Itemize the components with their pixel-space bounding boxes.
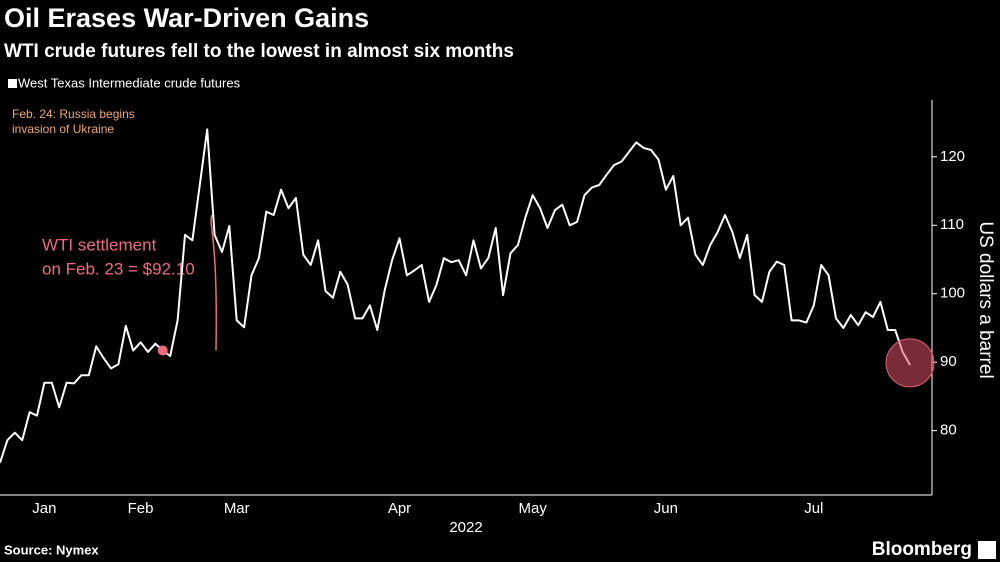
y-axis-label: US dollars a barrel <box>975 221 996 378</box>
y-tick-label: 120 <box>940 148 965 165</box>
x-tick-label: May <box>519 500 548 517</box>
chart-subtitle: WTI crude futures fell to the lowest in … <box>4 41 514 62</box>
y-tick-label: 110 <box>940 216 964 233</box>
y-tick-label: 100 <box>940 285 965 302</box>
highlight-dot <box>157 345 168 356</box>
legend-label: West Texas Intermediate crude futures <box>18 75 241 90</box>
source: Source: Nymex <box>4 542 99 557</box>
brand-icon <box>978 541 996 559</box>
annotation-arrow <box>210 214 218 351</box>
line <box>0 128 911 464</box>
x-tick-label: Jun <box>654 500 678 517</box>
y-tick-label: 80 <box>940 422 957 439</box>
highlight-circle <box>885 338 935 388</box>
y-tick-label: 90 <box>940 353 957 370</box>
x-tick-label: Mar <box>224 500 250 517</box>
x-tick-label: Jul <box>804 500 823 517</box>
x-tick-label: Feb <box>128 500 154 517</box>
annotation: WTI settlement <box>42 235 157 254</box>
x-tick-label: Apr <box>388 500 411 517</box>
chart-title: Oil Erases War-Driven Gains <box>4 3 369 33</box>
annotation: invasion of Ukraine <box>12 122 114 136</box>
annotation: Feb. 24: Russia begins <box>12 107 135 121</box>
x-axis-label: 2022 <box>449 519 482 536</box>
brand: Bloomberg <box>872 539 972 560</box>
annotation: on Feb. 23 = $92.10 <box>42 259 195 278</box>
legend-swatch <box>8 79 17 88</box>
x-tick-label: Jan <box>32 500 56 517</box>
